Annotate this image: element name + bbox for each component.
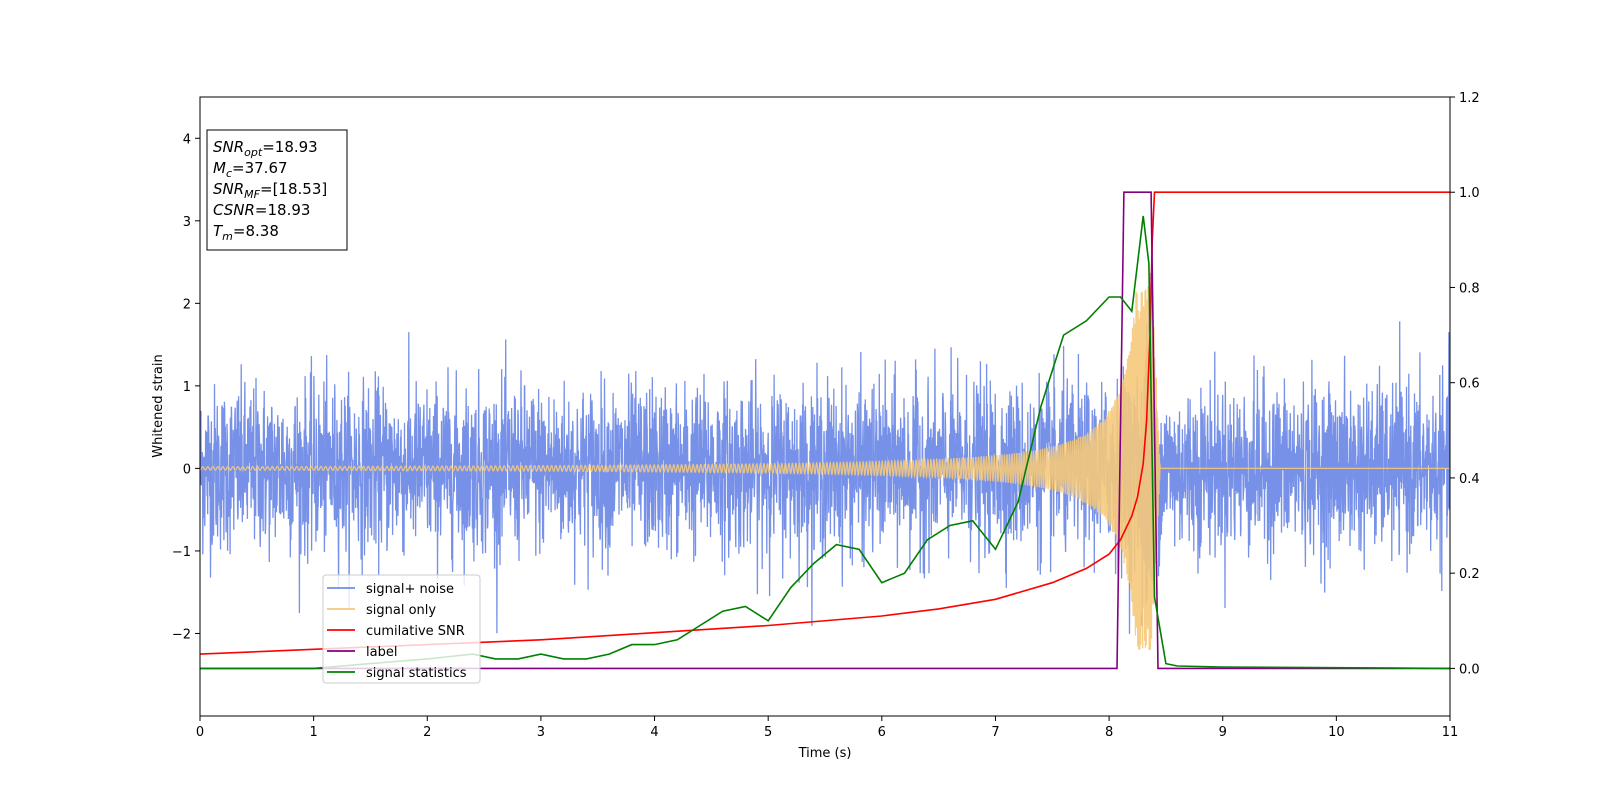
annotation-line: Mc=37.67 (213, 159, 288, 180)
legend-entry: cumilative SNR (366, 624, 465, 639)
y-tick-label: 4 (183, 132, 191, 147)
x-tick-label: 3 (537, 725, 545, 740)
x-tick-label: 1 (309, 725, 317, 740)
annotation-line: CSNR=18.93 (213, 201, 310, 219)
y2-tick-label: 0.8 (1459, 281, 1480, 296)
legend: signal+ noise signal only cumilative SNR la… (322, 574, 481, 684)
y2-tick-label: 0.6 (1459, 377, 1480, 392)
y2-tick-label: 0.2 (1459, 567, 1480, 582)
y-tick-label: −1 (172, 545, 191, 560)
x-tick-label: 5 (764, 725, 772, 740)
x-tick-label: 6 (878, 725, 886, 740)
series-signal-statistics (200, 215, 1450, 670)
y2-tick-label: 1.0 (1459, 186, 1480, 201)
x-tick-label: 2 (423, 725, 431, 740)
y-tick-label: 1 (183, 380, 191, 395)
x-tick-label: 8 (1105, 725, 1113, 740)
y-tick-label: −2 (172, 627, 191, 642)
x-tick-label: 0 (196, 725, 204, 740)
y-tick-label: 2 (183, 297, 191, 312)
x-axis: 0 1 2 3 4 5 6 7 8 9 10 11 (196, 716, 1458, 740)
series-label (200, 191, 1450, 670)
annotation-line: Tm=8.38 (213, 222, 279, 243)
x-tick-label: 11 (1442, 725, 1459, 740)
x-tick-label: 4 (650, 725, 658, 740)
annotation-box (206, 129, 348, 251)
legend-entry: signal only (366, 603, 436, 618)
plot-area (200, 191, 1450, 670)
y2-tick-label: 0.0 (1459, 662, 1480, 677)
y2-tick-label: 1.2 (1459, 91, 1480, 106)
series-signal-noise (200, 272, 1450, 634)
y-axis-left: −2 −1 0 1 2 3 4 (172, 132, 200, 642)
legend-entry: signal+ noise (366, 582, 454, 597)
series-signal-only (200, 286, 1450, 651)
x-axis-label: Time (s) (798, 746, 852, 761)
x-tick-label: 7 (991, 725, 999, 740)
y-axis-label: Whitened strain (151, 354, 166, 457)
y-tick-label: 0 (183, 462, 191, 477)
legend-entry: signal statistics (366, 666, 467, 681)
legend-entry: label (366, 645, 397, 660)
series-cumulative-snr (200, 191, 1450, 655)
y-tick-label: 3 (183, 215, 191, 230)
legend-box (322, 574, 481, 684)
plot-frame (199, 96, 1451, 717)
stats-annotation: SNRopt=18.93Mc=37.67SNRMF=[18.53]CSNR=18… (206, 129, 348, 251)
x-tick-label: 10 (1328, 725, 1345, 740)
annotation-line: SNRopt=18.93 (213, 138, 318, 159)
y-axis-right: 0.0 0.2 0.4 0.6 0.8 1.0 1.2 (1450, 91, 1480, 677)
x-tick-label: 9 (1219, 725, 1227, 740)
annotation-line: SNRMF=[18.53] (213, 180, 327, 201)
y2-tick-label: 0.4 (1459, 472, 1480, 487)
